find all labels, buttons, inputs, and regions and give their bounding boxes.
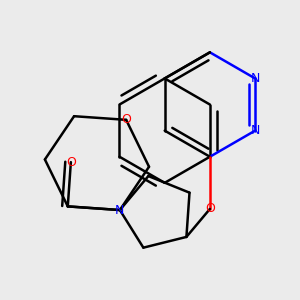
Text: N: N bbox=[250, 72, 260, 85]
Text: O: O bbox=[121, 113, 131, 126]
Text: N: N bbox=[250, 124, 260, 137]
Text: N: N bbox=[115, 203, 124, 217]
Text: O: O bbox=[205, 202, 215, 215]
Text: O: O bbox=[66, 156, 76, 169]
